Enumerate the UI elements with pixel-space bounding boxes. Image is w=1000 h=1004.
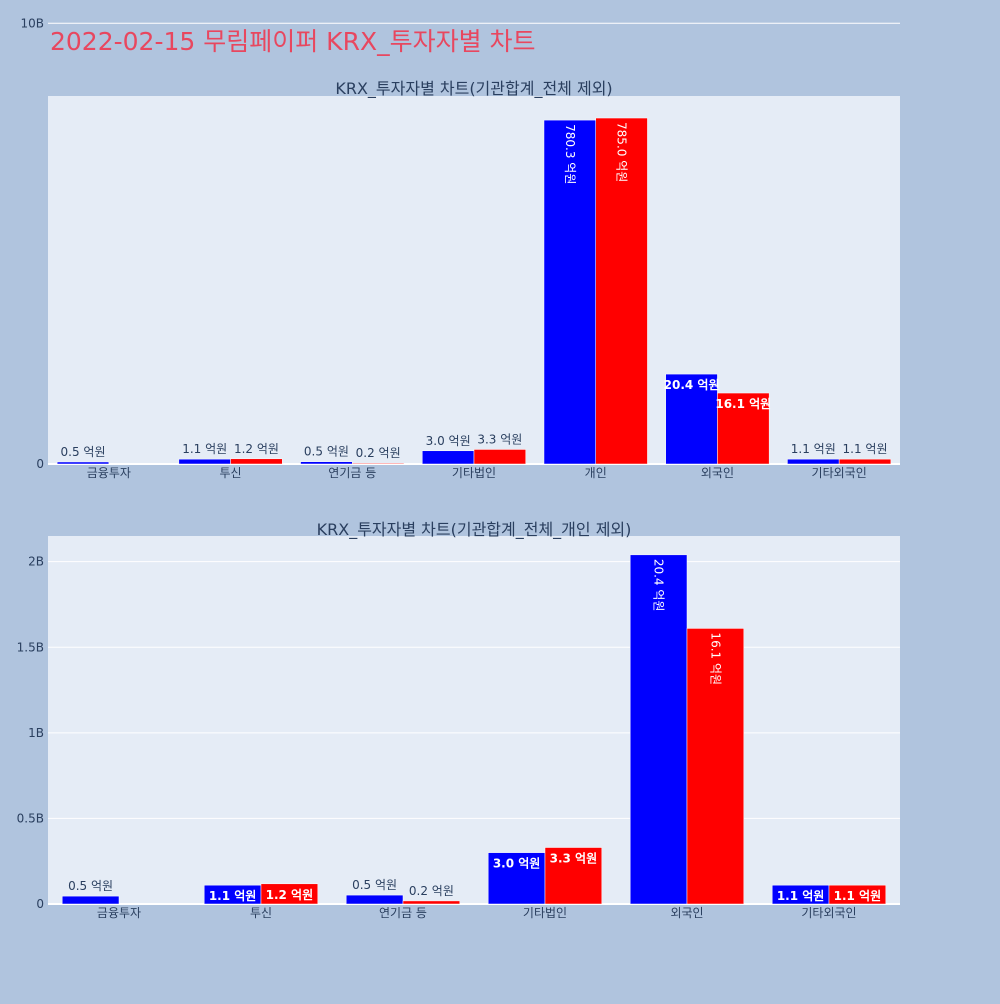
bar bbox=[178, 458, 231, 465]
bar bbox=[686, 628, 745, 905]
bar bbox=[402, 900, 461, 905]
bar bbox=[828, 884, 887, 905]
page-title: 2022-02-15 무림페이퍼 KRX_투자자별 차트 bbox=[50, 27, 536, 56]
data-label: 20.4 억원 bbox=[652, 559, 666, 612]
bar bbox=[665, 373, 718, 465]
data-label: 3.0 억원 bbox=[426, 434, 471, 448]
x-tick-label: 기타외국인 bbox=[812, 466, 867, 480]
y-tick-label: 1.5B bbox=[17, 640, 44, 654]
data-label: 0.2 억원 bbox=[409, 884, 454, 898]
data-label: 1.1 억원 bbox=[834, 889, 882, 903]
data-label: 16.1 억원 bbox=[715, 397, 771, 411]
data-label: 0.5 억원 bbox=[61, 445, 106, 459]
data-label: 20.4 억원 bbox=[664, 378, 720, 392]
x-tick-label: 외국인 bbox=[670, 906, 703, 920]
bar bbox=[544, 847, 603, 905]
bar bbox=[352, 462, 405, 465]
data-label: 0.5 억원 bbox=[352, 878, 397, 892]
x-tick-label: 연기금 등 bbox=[328, 466, 376, 480]
data-label: 1.1 억원 bbox=[843, 442, 888, 456]
chart-title: KRX_투자자별 차트(기관합계_전체 제외) bbox=[335, 79, 612, 99]
x-tick-label: 투신 bbox=[220, 466, 242, 480]
plot-area-1 bbox=[48, 536, 900, 904]
data-label: 780.3 억원 bbox=[563, 124, 577, 184]
bar bbox=[487, 852, 546, 905]
bar bbox=[595, 117, 648, 465]
x-tick-label: 투신 bbox=[250, 906, 272, 920]
y-tick-label: 2B bbox=[28, 555, 44, 569]
x-tick-label: 기타외국인 bbox=[801, 906, 856, 920]
data-label: 0.5 억원 bbox=[304, 445, 349, 459]
x-tick-label: 기타법인 bbox=[452, 466, 496, 480]
data-label: 1.1 억원 bbox=[777, 889, 825, 903]
x-tick-label: 금융투자 bbox=[97, 906, 141, 920]
bar bbox=[345, 894, 404, 905]
bar bbox=[473, 449, 526, 465]
data-label: 3.3 억원 bbox=[477, 432, 522, 446]
bar bbox=[56, 461, 110, 465]
x-tick-label: 외국인 bbox=[701, 466, 734, 480]
x-tick-label: 연기금 등 bbox=[379, 906, 427, 920]
data-label: 1.2 억원 bbox=[234, 442, 279, 456]
data-label: 1.1 억원 bbox=[209, 889, 257, 903]
bar bbox=[230, 458, 283, 465]
data-label: 0.2 억원 bbox=[356, 446, 401, 460]
data-label: 3.0 억원 bbox=[493, 857, 541, 871]
x-tick-label: 개인 bbox=[585, 466, 607, 480]
bar bbox=[717, 392, 770, 465]
data-label: 3.3 억원 bbox=[550, 852, 598, 866]
y-tick-label: 1B bbox=[28, 726, 44, 740]
bar bbox=[260, 883, 319, 905]
bar bbox=[61, 895, 120, 905]
x-tick-label: 기타법인 bbox=[523, 906, 567, 920]
data-label: 1.1 억원 bbox=[182, 442, 227, 456]
bar bbox=[787, 458, 840, 465]
data-label: 1.1 억원 bbox=[791, 442, 836, 456]
plot-area-0 bbox=[48, 96, 900, 464]
bar bbox=[422, 450, 475, 465]
data-label: 16.1 억원 bbox=[708, 632, 722, 685]
y-tick-label: 10B bbox=[20, 16, 44, 30]
bar bbox=[543, 119, 596, 465]
chart-title: KRX_투자자별 차트(기관합계_전체_개인 제외) bbox=[317, 520, 632, 540]
y-tick-label: 0 bbox=[36, 897, 44, 911]
y-tick-label: 0.5B bbox=[17, 811, 44, 825]
bar bbox=[300, 461, 353, 465]
data-label: 785.0 억원 bbox=[615, 122, 629, 182]
bar bbox=[838, 458, 892, 465]
data-label: 0.5 억원 bbox=[68, 879, 113, 893]
y-tick-label: 0 bbox=[36, 457, 44, 471]
x-tick-label: 금융투자 bbox=[87, 466, 131, 480]
bar bbox=[629, 554, 688, 905]
data-label: 1.2 억원 bbox=[266, 888, 314, 902]
